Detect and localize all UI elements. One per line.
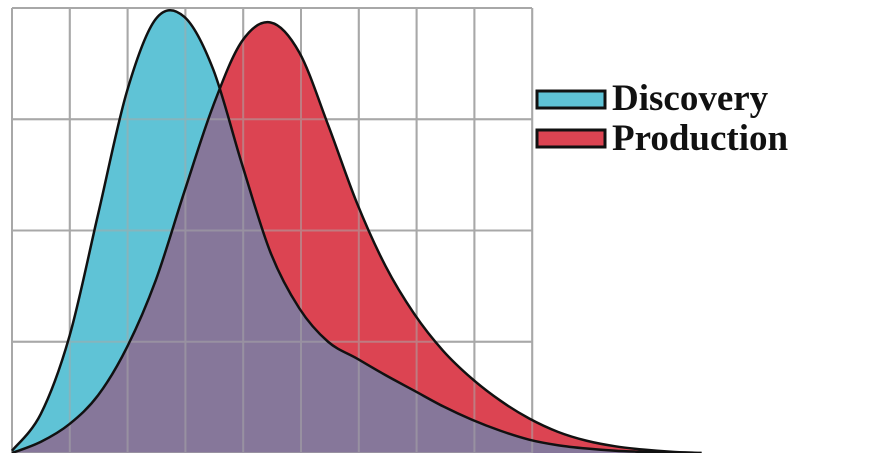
line-production	[11, 20, 702, 453]
line-discovery	[11, 8, 702, 453]
chart-legend: Discovery Production	[535, 78, 789, 159]
chart-grid-overlay	[11, 7, 534, 453]
legend-swatch-production	[535, 128, 607, 149]
legend-swatch-discovery	[535, 89, 607, 110]
legend-label-production: Production	[612, 118, 789, 159]
chart-areas	[11, 7, 702, 453]
legend-label-discovery: Discovery	[612, 78, 769, 119]
